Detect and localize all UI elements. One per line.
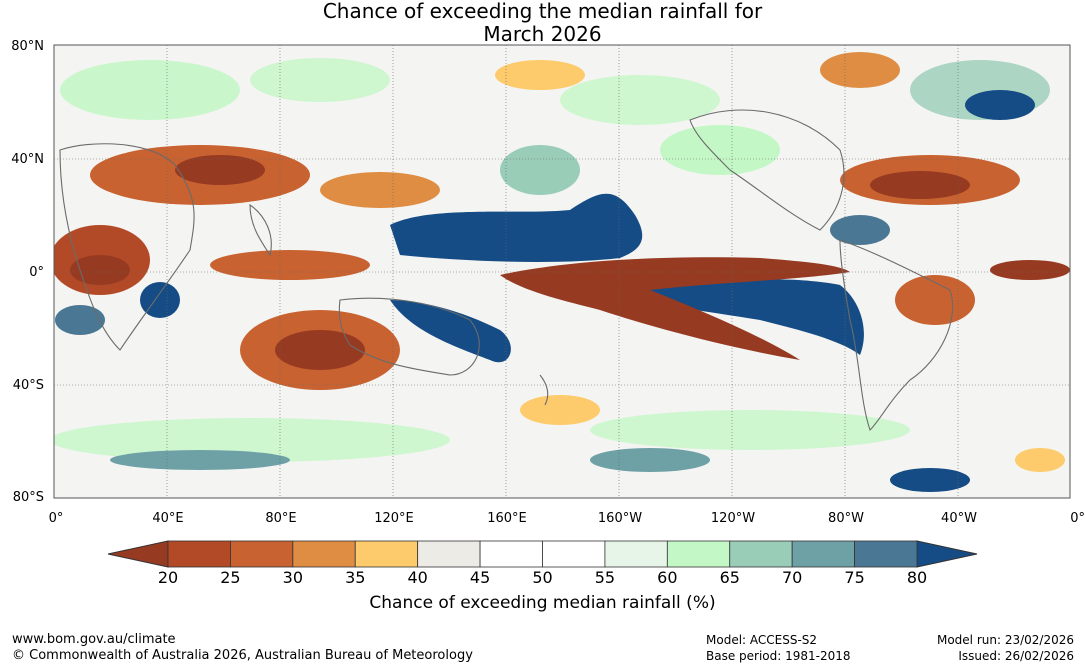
lon-label-80e: 80°E	[265, 511, 297, 526]
footer-base-period: Base period: 1981-2018	[706, 649, 851, 663]
colorbar-tick-label: 65	[719, 568, 740, 587]
colorbar-tick-label: 20	[157, 568, 179, 587]
colorbar-segment	[542, 540, 606, 568]
title-line-2: March 2026	[483, 22, 602, 46]
colorbar-tick-label: 70	[781, 568, 803, 587]
colorbar-label: Chance of exceeding median rainfall (%)	[369, 593, 716, 613]
colorbar-segment	[479, 540, 543, 568]
colorbar-segment	[354, 540, 419, 568]
lon-label-80w: 80°W	[828, 511, 864, 526]
colorbar-segment	[854, 540, 918, 568]
colorbar-tick-label: 25	[220, 568, 241, 587]
colorbar-tick-label: 40	[407, 568, 428, 587]
lat-label-80s: 80°S	[12, 490, 44, 505]
colorbar-tick-label: 55	[594, 568, 616, 587]
colorbar	[107, 540, 978, 568]
lon-label-160w: 160°W	[597, 511, 643, 526]
colorbar-segment	[791, 540, 855, 568]
lon-label-0-right: 0°	[1070, 511, 1085, 526]
lon-label-40e: 40°E	[152, 511, 184, 526]
colorbar-segment	[417, 540, 481, 568]
colorbar-tick-label: 50	[532, 568, 553, 587]
lat-label-80n: 80°N	[11, 39, 44, 54]
colorbar-tick-label: 45	[469, 568, 491, 587]
map-field	[54, 45, 1070, 498]
colorbar-segment	[604, 540, 668, 568]
lat-label-40s: 40°S	[12, 378, 44, 393]
colorbar-tick-label: 80	[906, 568, 928, 587]
footer-model: Model: ACCESS-S2	[706, 633, 818, 647]
map-grid	[54, 45, 1070, 498]
lon-label-120w: 120°W	[710, 511, 756, 526]
footer-copyright: © Commonwealth of Australia 2026, Austra…	[12, 648, 473, 663]
colorbar-segment	[729, 540, 793, 568]
title-line-1: Chance of exceeding the median rainfall …	[322, 0, 763, 23]
lon-label-120e: 120°E	[374, 511, 414, 526]
colorbar-segment	[666, 540, 731, 568]
colorbar-segment	[230, 540, 294, 568]
lon-label-0-left: 0°	[48, 511, 64, 526]
colorbar-low-extension	[107, 540, 169, 568]
colorbar-tick-label: 35	[345, 568, 366, 587]
lat-label-0: 0°	[29, 265, 44, 280]
colorbar-segment	[167, 540, 231, 568]
colorbar-tick-label: 75	[844, 568, 865, 587]
footer-model-run: Model run: 23/02/2026	[936, 633, 1074, 647]
footer-issued: Issued: 26/02/2026	[958, 649, 1074, 663]
lon-label-40w: 40°W	[941, 511, 977, 526]
colorbar-segment	[292, 540, 356, 568]
lat-label-40n: 40°N	[11, 152, 44, 167]
colorbar-tick-label: 30	[282, 568, 303, 587]
colorbar-high-extension	[916, 540, 978, 568]
colorbar-tick-label: 60	[657, 568, 678, 587]
lon-label-160e: 160°E	[487, 511, 527, 526]
chart-title: Chance of exceeding the median rainfall …	[0, 0, 1085, 46]
footer-url: www.bom.gov.au/climate	[12, 632, 176, 647]
